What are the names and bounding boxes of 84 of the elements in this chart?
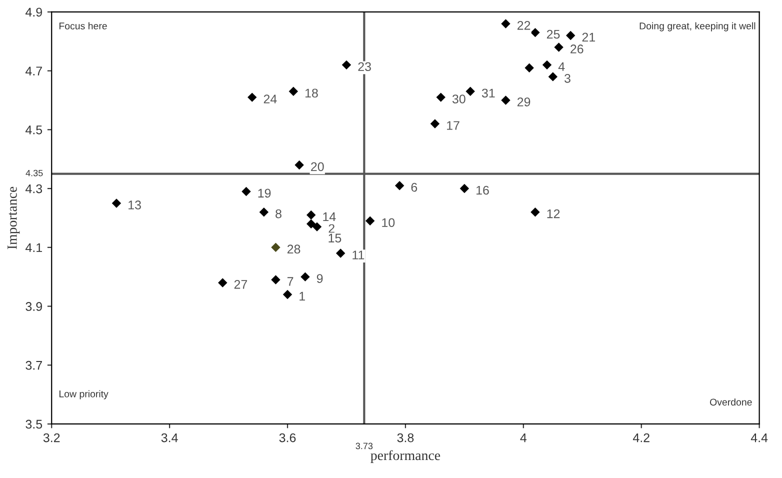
point [288,86,298,96]
y-tick-label: 4.7 [25,66,42,76]
annotation: 25 [546,30,560,39]
point [365,216,375,226]
annotation: 18 [305,88,318,98]
point [430,119,440,128]
annotation: 28 [287,244,300,254]
point [554,42,564,52]
annotation: 2 [328,224,334,233]
annotation: 6 [411,182,418,192]
x-tick-label: 3.2 [43,433,60,442]
point [342,60,352,70]
annotation: 23 [358,62,371,72]
y-tick-label: 4.3 [25,184,42,194]
annotation: 3 [564,74,570,83]
annotation: 8 [276,209,282,218]
x-tick-label: 3.6 [279,433,296,442]
annotation: 1 [300,292,305,300]
annotation: 20 [311,162,324,172]
annotation: Focus here [59,22,107,30]
x-tick-label: 4.4 [750,433,768,442]
point [218,278,228,288]
point [466,86,475,96]
point [542,60,552,70]
annotation: 12 [547,209,560,218]
annotation: 29 [517,98,530,106]
x-tick-label: 3.4 [161,433,178,442]
point [282,290,292,300]
annotation: 11 [352,250,364,260]
annotation: 26 [570,44,584,54]
annotation: 16 [476,186,489,195]
annotation: 31 [482,88,495,98]
point [306,210,316,220]
point [501,96,510,105]
annotation: Overdone [710,398,752,406]
annotation: 14 [323,212,336,222]
point [501,19,510,28]
point [300,272,310,282]
point [271,242,280,252]
annotation: 24 [264,94,277,104]
point [112,198,122,208]
y-tick-label: 4.5 [25,126,42,134]
annotation: Doing great, keeping it well [640,22,756,32]
point [242,186,251,196]
x-axis-title: performance [370,450,440,463]
point [259,207,269,217]
y-tick-label: 3.7 [26,360,42,370]
annotation: 22 [517,21,530,30]
annotation: 9 [316,274,323,283]
x-tick-label: 4 [520,433,527,442]
ref-line-label: 3.73 [356,442,373,450]
point [436,92,446,102]
y-tick-label: 4.9 [25,8,42,17]
y-tick-label: 4.1 [25,243,42,252]
annotation: 15 [328,234,342,242]
point [524,63,534,72]
annotation: 10 [382,218,395,228]
y-tick-label: 3.9 [26,302,42,311]
ref-line-label: 4.35 [26,170,43,176]
point [460,184,470,194]
y-tick-label: 3.5 [26,420,42,429]
point [248,92,257,102]
annotation: 21 [582,32,596,42]
annotation: Low priority [59,390,108,400]
annotation: 4 [558,62,565,71]
x-tick-label: 3.8 [397,433,414,442]
annotation: 30 [452,94,466,104]
point [548,72,558,82]
x-tick-label: 4.2 [632,433,650,442]
point [530,28,540,38]
annotation: 13 [128,200,141,210]
annotation: 19 [258,188,271,198]
point [271,275,280,284]
point [394,180,404,190]
point [312,222,322,232]
point [306,219,316,228]
annotation: 7 [287,277,294,286]
point [530,207,540,217]
point [566,30,576,40]
point [336,248,346,258]
y-axis-title: Importance [8,186,20,250]
point [294,160,304,170]
annotation: 27 [234,280,248,289]
annotation: 17 [447,121,460,130]
